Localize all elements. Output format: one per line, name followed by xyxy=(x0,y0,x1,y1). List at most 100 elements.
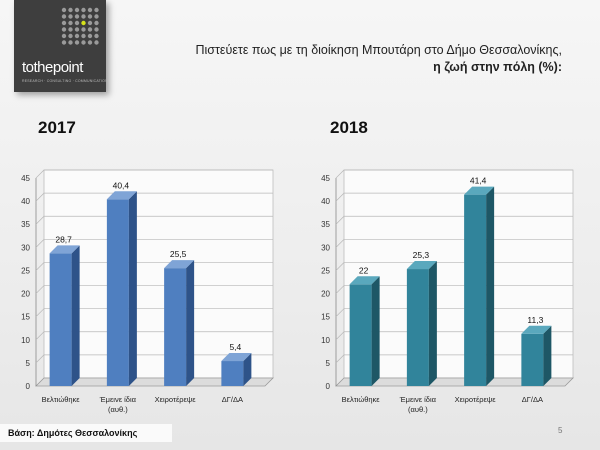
logo-dot xyxy=(94,7,99,13)
logo-dot xyxy=(87,27,93,32)
question-line-2: η ζωή στην πόλη (%): xyxy=(433,60,562,74)
logo-dot xyxy=(61,33,67,39)
bar-side xyxy=(186,260,195,386)
y-tick-label: 10 xyxy=(21,336,30,345)
bar-top xyxy=(349,276,380,285)
bar-top xyxy=(221,353,252,362)
logo-dot xyxy=(74,33,80,39)
bar-top xyxy=(49,245,80,254)
survey-question: Πιστεύετε πως με τη διοίκηση Μπουτάρη στ… xyxy=(122,42,562,76)
x-category-label: ΔΓ/ΔΑ xyxy=(522,395,543,404)
bar-chart-2018: 0 5 10 15 20 25 30 35 40 45 22 Βελτιώθηκε 25,3 Έμεινε… xyxy=(321,169,574,414)
gridline xyxy=(35,262,273,271)
logo-dot xyxy=(81,27,86,32)
bar-side xyxy=(71,245,80,386)
gridline xyxy=(35,331,273,341)
y-tick-label: 5 xyxy=(26,359,31,368)
gridline xyxy=(335,192,573,202)
y-tick-label: 30 xyxy=(321,243,330,252)
tothepoint-logo: tothepoint RESEARCH · CONSULTING · COMMU… xyxy=(14,0,108,92)
bar-top xyxy=(164,260,195,269)
data-label: 22 xyxy=(359,265,369,275)
gridline xyxy=(335,238,573,248)
bar xyxy=(349,284,372,386)
data-label: 41,4 xyxy=(470,176,487,186)
gridline xyxy=(335,354,573,364)
bar xyxy=(464,194,487,386)
logo-text: tothepoint xyxy=(22,59,83,76)
logo-dot xyxy=(68,7,73,13)
logo-dot xyxy=(87,33,93,39)
gridline xyxy=(35,215,273,225)
y-tick-label: 10 xyxy=(321,336,330,345)
logo-dot xyxy=(94,27,99,32)
data-label: 25,3 xyxy=(413,250,430,260)
logo-dot xyxy=(61,27,67,32)
bar-side xyxy=(428,261,437,386)
y-tick-label: 20 xyxy=(21,290,30,299)
logo-dot xyxy=(94,40,99,45)
gridline xyxy=(335,308,573,317)
logo-dot-grid xyxy=(61,7,99,45)
chart-title-2018: 2018 xyxy=(330,118,368,137)
data-label: 11,3 xyxy=(527,315,543,325)
logo-dot xyxy=(87,14,93,19)
bar xyxy=(49,253,72,386)
logo-dot xyxy=(68,27,73,32)
logo-dot xyxy=(68,33,73,39)
y-tick-label: 20 xyxy=(321,290,330,299)
chart-title-2017: 2017 xyxy=(38,118,76,137)
logo-dot xyxy=(94,14,99,19)
bar-side xyxy=(128,191,137,386)
bar-top xyxy=(406,261,437,270)
logo-dot xyxy=(74,27,80,32)
logo-dot xyxy=(81,33,86,39)
bar-top xyxy=(464,186,495,195)
logo-dot xyxy=(74,20,80,26)
y-tick-label: 25 xyxy=(321,266,330,275)
y-tick-label: 5 xyxy=(326,359,331,368)
y-tick-label: 0 xyxy=(26,382,31,391)
logo-dot xyxy=(81,14,86,19)
logo-dot xyxy=(68,20,73,26)
logo-dot xyxy=(87,7,93,13)
gridline xyxy=(335,169,573,179)
logo-dot xyxy=(68,14,73,19)
x-category-label: Χειροτέρεψε xyxy=(155,395,197,404)
logo-dot xyxy=(81,20,86,26)
data-label: 40,4 xyxy=(113,180,130,190)
logo-tagline: RESEARCH · CONSULTING · COMMUNICATION xyxy=(22,79,108,83)
logo-dot xyxy=(81,40,86,45)
bar xyxy=(521,333,544,386)
x-category-label: Βελτιώθηκε xyxy=(342,395,381,404)
bar-top xyxy=(521,325,552,334)
bar-side xyxy=(371,276,380,386)
y-tick-label: 40 xyxy=(321,197,330,206)
x-category-label: Βελτιώθηκε xyxy=(42,395,81,404)
x-category-label: Έμεινε ίδια (αυθ.) xyxy=(399,395,437,414)
y-tick-label: 40 xyxy=(21,197,30,206)
bar xyxy=(221,361,244,386)
y-tick-label: 0 xyxy=(326,382,331,391)
data-label: 25,5 xyxy=(170,249,187,259)
base-note: Βάση: Δημότες Θεσσαλονίκης xyxy=(0,424,172,442)
y-tick-label: 45 xyxy=(21,174,30,183)
y-tick-label: 15 xyxy=(321,313,330,322)
bar-chart-2017: 0 5 10 15 20 25 30 35 40 45 28,7 Βελτιώθηκε 40,4 Έμει… xyxy=(21,169,274,414)
x-category-label: Έμεινε ίδια (αυθ.) xyxy=(99,395,137,414)
logo-dot xyxy=(94,20,99,26)
gridline xyxy=(35,238,273,248)
gridline xyxy=(335,331,573,341)
gridline xyxy=(35,308,273,317)
y-tick-label: 45 xyxy=(321,174,330,183)
logo-dot xyxy=(68,40,73,45)
y-tick-label: 35 xyxy=(21,220,30,229)
gridline xyxy=(335,285,573,294)
logo-dot xyxy=(61,20,67,26)
x-category-label: ΔΓ/ΔΑ xyxy=(222,395,243,404)
gridline xyxy=(35,285,273,294)
logo-dot xyxy=(61,14,67,19)
bar xyxy=(406,269,429,386)
logo-dot xyxy=(74,7,80,13)
y-tick-label: 35 xyxy=(321,220,330,229)
